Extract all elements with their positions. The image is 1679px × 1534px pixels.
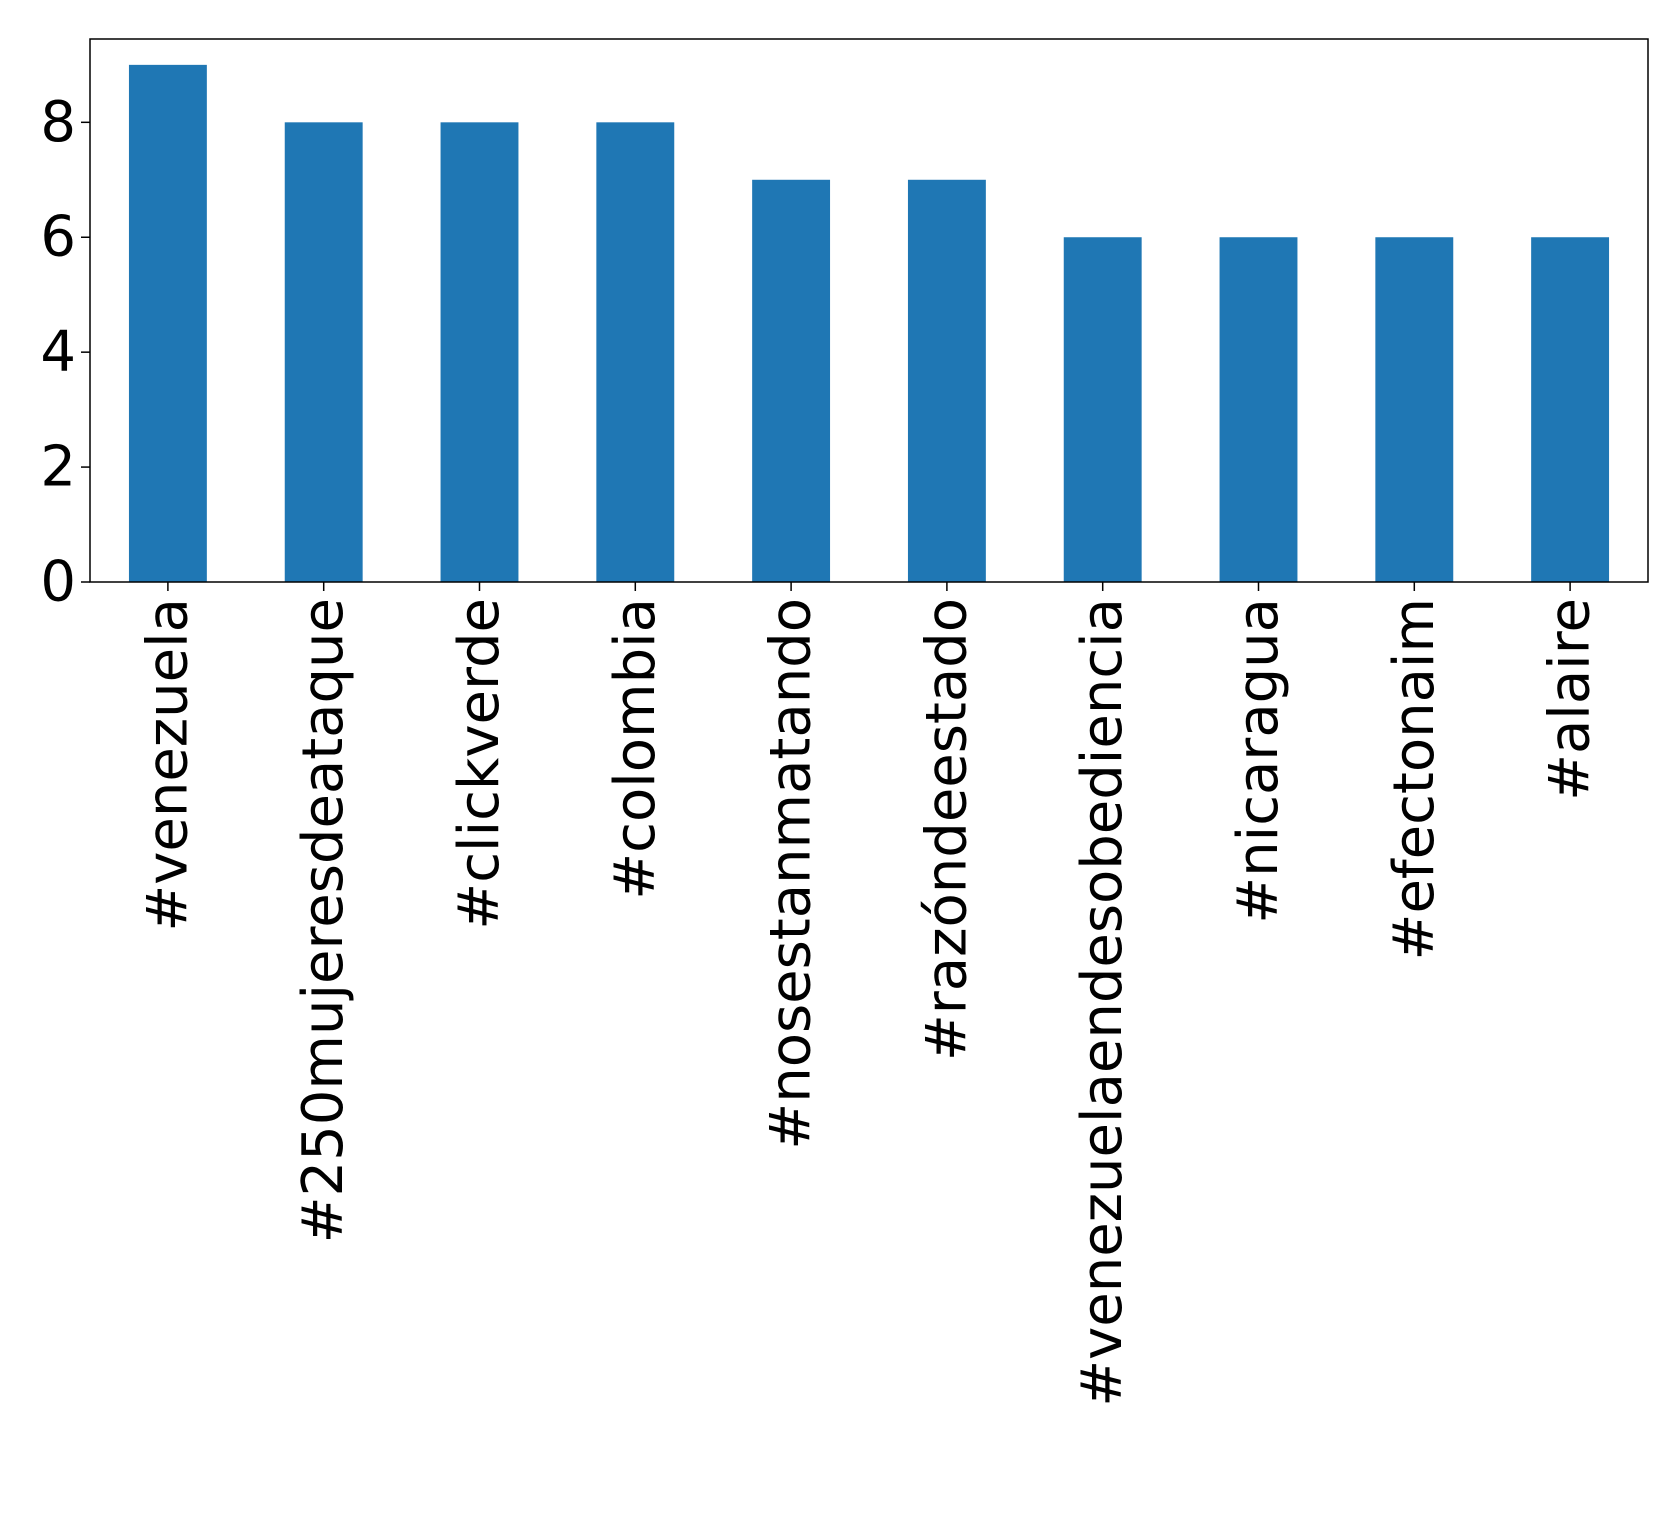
bar <box>1063 237 1142 583</box>
x-tick-label: #250mujeresdeataque <box>291 598 356 1243</box>
bar <box>752 179 831 582</box>
bar <box>907 179 986 582</box>
bar <box>596 122 675 582</box>
x-tick-label: #nosestanmatando <box>759 598 824 1150</box>
y-tick-label: 8 <box>40 90 76 155</box>
axes-layer <box>89 38 1649 583</box>
bar <box>1531 237 1610 583</box>
plot-frame <box>89 38 1649 583</box>
x-tick-label: #efectonaim <box>1382 598 1447 960</box>
y-tick-label: 4 <box>40 320 76 385</box>
bar <box>1375 237 1454 583</box>
x-tick-label: #nicaragua <box>1226 598 1291 924</box>
x-tick-label: #venezuelaendesobediencia <box>1070 598 1135 1407</box>
bar <box>284 122 363 582</box>
x-tick-label: #razóndeestado <box>914 598 979 1061</box>
x-axis: #venezuela #250mujeresdeataque #clickverde… <box>135 582 1603 1407</box>
x-tick-label: #alaire <box>1538 598 1603 801</box>
y-tick-label: 2 <box>40 435 76 500</box>
bar <box>128 64 207 583</box>
bar <box>1219 237 1298 583</box>
y-tick-label: 0 <box>40 550 76 615</box>
x-tick-label: #clickverde <box>447 598 512 930</box>
x-tick-label: #venezuela <box>135 598 200 932</box>
y-tick-label: 6 <box>40 205 76 270</box>
bars-layer <box>128 64 1610 583</box>
bar <box>440 122 519 582</box>
y-axis: 0 2 4 6 8 <box>40 90 90 615</box>
x-tick-label: #colombia <box>603 598 668 900</box>
